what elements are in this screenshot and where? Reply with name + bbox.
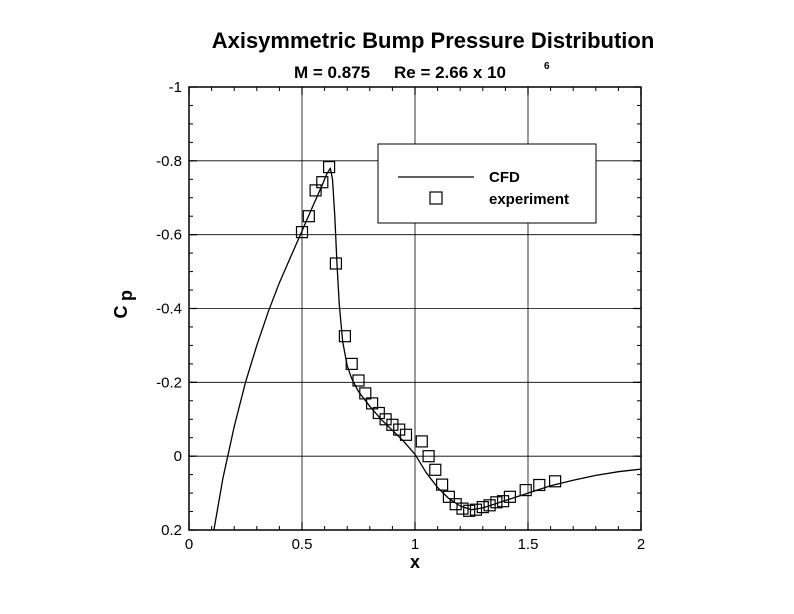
experiment-point-marker [359,387,372,400]
experiment-point-marker [352,374,365,387]
experiment-point-marker [463,504,476,517]
experiment-point-marker [386,418,399,431]
experiment-point-marker [345,357,358,370]
experiment-point-marker [497,495,510,508]
experiment-point-marker [422,450,435,463]
experiment-point-marker [469,503,483,516]
legend: CFD experiment [377,143,597,224]
x-axis-label: x [410,552,420,572]
y-tick-label: 0.2 [161,522,182,539]
legend-experiment-marker-sample [429,191,443,205]
experiment-point-marker [490,496,503,509]
cfd-series-line [213,167,642,531]
legend-box [377,143,597,224]
experiment-point-marker [329,257,342,270]
experiment-point-marker [449,498,462,511]
experiment-point-marker [533,478,546,492]
chart-subtitle-mach: M = 0.875 [294,63,370,82]
x-tick-label: 1.5 [518,536,539,553]
x-tick-label: 1 [411,536,419,553]
experiment-point-marker [548,475,562,488]
experiment-point-marker [309,184,322,197]
experiment-point-marker [399,428,413,441]
legend-cfd-label: CFD [489,169,520,186]
experiment-point-marker [366,397,379,410]
experiment-point-marker [483,499,496,512]
experiment-point-marker [323,161,336,174]
y-axis-label: C [111,306,131,319]
x-tick-label: 2 [637,536,645,553]
series [213,161,642,531]
y-tick-label: -0.2 [156,374,182,391]
experiment-point-marker [372,406,385,420]
experiment-point-marker [338,330,351,343]
experiment-point-marker [415,435,428,448]
y-axis-label-group: C p [111,290,136,319]
x-tick-label: 0 [185,536,193,553]
experiment-point-marker [519,484,532,497]
experiment-point-marker [295,226,309,239]
chart-title: Axisymmetric Bump Pressure Distribution [212,28,655,53]
axis-ticks: 0 0.5 1 1.5 2-1-0.8-0.6-0.4-0.200.2 [156,79,645,553]
x-tick-label: 0.5 [292,536,313,553]
y-tick-label: -0.4 [156,301,182,318]
y-tick-label: -1 [169,79,182,96]
experiment-point-marker [436,478,449,491]
experiment-point-marker [316,176,329,189]
chart-subtitle-reynolds: Re = 2.66 x 10 [394,63,506,82]
experiment-point-marker [476,501,489,514]
y-tick-label: -0.8 [156,153,182,170]
y-tick-label: 0 [174,448,182,465]
y-tick-label: -0.6 [156,227,182,244]
y-axis-label-subscript: p [116,290,136,301]
experiment-point-marker [456,502,469,515]
experiment-point-marker [503,490,516,503]
legend-experiment-label: experiment [489,191,569,208]
experiment-point-marker [302,210,315,223]
experiment-point-marker [429,463,442,476]
chart-subtitle-reynolds-exponent: 6 [544,61,550,72]
experiment-point-marker [442,490,455,503]
